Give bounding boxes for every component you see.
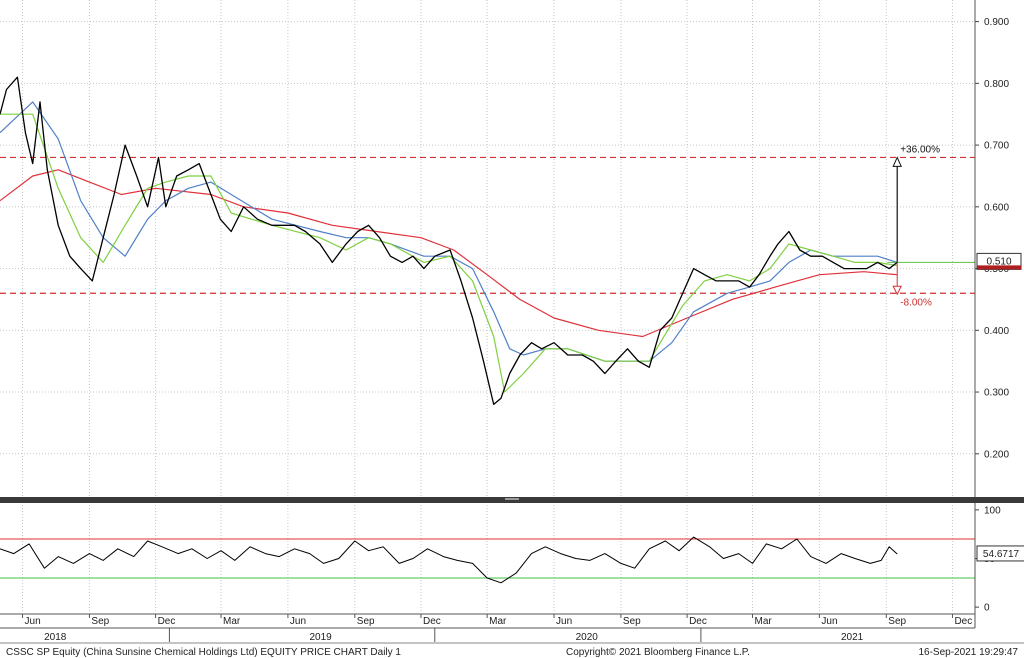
rsi-series [0, 536, 898, 584]
price-levels [0, 156, 975, 294]
rsi-last-label: 54.6717 [983, 549, 1020, 560]
x-month-label-2: Dec [158, 616, 176, 627]
price-series-3 [0, 169, 898, 338]
price-ytick-label-5: 0.700 [984, 141, 1009, 152]
timestamp-text: 16-Sep-2021 19:29:47 [918, 647, 1018, 658]
price-ytick-label-4: 0.600 [984, 202, 1009, 213]
price-series-2 [0, 101, 898, 362]
last-price-label: 0.510 [986, 256, 1011, 267]
x-month-label-3: Mar [223, 616, 241, 627]
rsi-ytick-label-0: 0 [984, 603, 990, 614]
x-month-label-11: Mar [755, 616, 773, 627]
last-price-badge-stripe [977, 265, 1021, 270]
chart-title: CSSC SP Equity (China Sunsine Chemical H… [6, 647, 401, 658]
x-month-label-12: Jun [821, 616, 837, 627]
lower-annotation: -8.00% [900, 297, 932, 308]
price-series-0 [0, 76, 898, 406]
copyright-text: Copyright© 2021 Bloomberg Finance L.P. [566, 647, 750, 658]
x-month-label-0: Jun [25, 616, 41, 627]
price-ytick-label-1: 0.300 [984, 388, 1009, 399]
x-month-label-8: Jun [556, 616, 572, 627]
x-month-label-14: Dec [954, 616, 972, 627]
price-ytick-label-2: 0.400 [984, 326, 1009, 337]
down-arrow-head [892, 285, 903, 296]
rsi-last-badge [976, 545, 1024, 562]
annotations: +36.00% -8.00% 0.510 54.6717 [892, 144, 1024, 562]
x-year-label-1: 2019 [310, 632, 333, 643]
upper-annotation: +36.00% [900, 144, 940, 155]
x-month-label-13: Sep [888, 616, 906, 627]
separator-grip [505, 498, 519, 500]
up-arrow-head [892, 156, 902, 167]
price-ytick-label-0: 0.200 [984, 449, 1009, 460]
x-year-label-2: 2020 [576, 632, 599, 643]
rsi-ytick-label-2: 100 [984, 505, 1001, 516]
x-month-label-5: Sep [357, 616, 375, 627]
price-series [0, 76, 898, 406]
rsi-series-0 [0, 536, 898, 584]
x-axis: Jun Sep Dec Mar Jun Sep Dec Mar Jun Sep Dec Mar Jun S… [0, 614, 1024, 644]
x-month-label-9: Sep [623, 616, 641, 627]
x-month-label-4: Jun [290, 616, 306, 627]
x-month-label-6: Dec [423, 616, 441, 627]
price-series-1 [0, 113, 898, 393]
x-month-label-10: Dec [689, 616, 707, 627]
price-ytick-label-7: 0.900 [984, 17, 1009, 28]
x-month-label-1: Sep [91, 616, 109, 627]
price-grid [0, 0, 975, 497]
x-month-label-7: Mar [489, 616, 507, 627]
price-ytick-label-6: 0.800 [984, 79, 1009, 90]
x-year-label-0: 2018 [44, 632, 67, 643]
x-year-label-3: 2021 [841, 632, 864, 643]
